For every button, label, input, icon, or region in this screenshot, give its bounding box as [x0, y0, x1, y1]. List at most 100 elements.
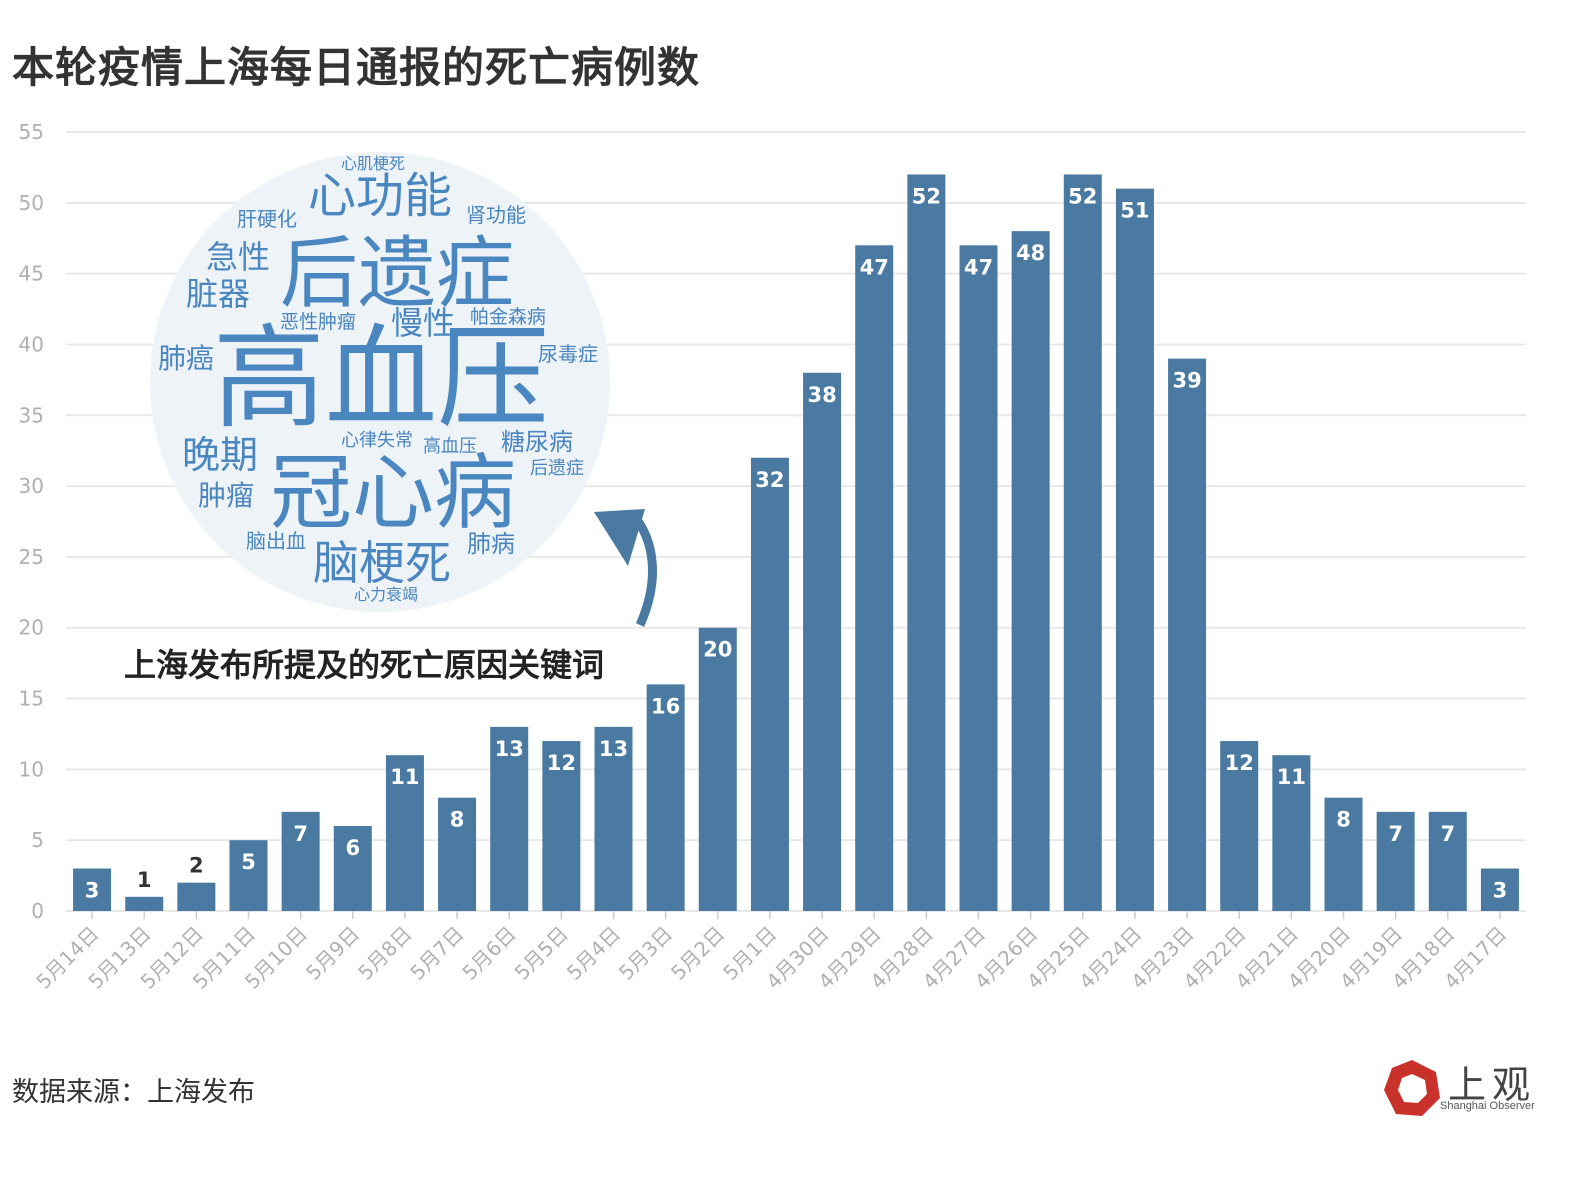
x-axis-ticks: 5月14日5月13日5月12日5月11日5月10日5月9日5月8日5月7日5月6…	[31, 911, 1511, 994]
word-cloud-word: 肺癌	[158, 342, 214, 375]
word-cloud-word: 高血压	[213, 314, 549, 444]
data-label: 39	[1172, 369, 1201, 393]
annotation-text: 上海发布所提及的死亡原因关键词	[124, 646, 604, 684]
x-tick-label: 5月6日	[457, 922, 520, 985]
x-tick-label: 5月3日	[614, 922, 677, 985]
data-label: 7	[1388, 822, 1403, 846]
bar	[1220, 741, 1259, 911]
data-label: 38	[807, 383, 836, 407]
data-label: 48	[1016, 241, 1045, 265]
word-cloud-word: 高血压	[423, 436, 477, 457]
y-tick-label: 55	[19, 120, 44, 144]
word-cloud-word: 后遗症	[280, 229, 514, 319]
bar	[750, 457, 789, 911]
data-label: 16	[651, 694, 680, 718]
y-tick-label: 5	[31, 828, 44, 852]
data-label: 2	[189, 854, 204, 878]
data-label: 13	[495, 737, 524, 761]
word-cloud-word: 肾功能	[466, 203, 526, 227]
data-label: 32	[755, 468, 784, 492]
y-tick-label: 30	[19, 474, 44, 498]
y-tick-label: 35	[19, 403, 44, 427]
bar	[1063, 174, 1102, 911]
y-tick-label: 40	[19, 332, 44, 356]
data-label: 47	[964, 255, 993, 279]
data-label: 1	[137, 868, 152, 892]
x-tick-label: 5月9日	[301, 922, 364, 985]
y-tick-label: 0	[31, 899, 44, 923]
word-cloud-background	[150, 152, 610, 612]
y-axis-ticks: 0 5 10 15 20 25 30 35 40 45 50 55	[19, 120, 44, 923]
data-label: 20	[703, 638, 732, 662]
bar	[1324, 797, 1363, 911]
bar	[229, 840, 268, 911]
bar	[385, 755, 424, 911]
word-cloud-word: 肿瘤	[198, 479, 254, 512]
bar	[646, 684, 685, 911]
word-cloud-word: 帕金森病	[470, 306, 546, 328]
bar	[1428, 811, 1467, 911]
bars	[73, 174, 1519, 912]
word-cloud-word: 心律失常	[341, 430, 413, 451]
bar	[855, 245, 894, 912]
shanghai-observer-logo: 上观 Shanghai Observer	[1384, 1060, 1558, 1124]
bar	[959, 245, 998, 912]
word-cloud-word: 晚期	[182, 433, 258, 477]
data-label: 52	[1068, 184, 1097, 208]
word-cloud-word: 恶性肿瘤	[280, 311, 356, 333]
y-tick-label: 20	[19, 616, 44, 640]
y-tick-label: 50	[19, 191, 44, 215]
word-cloud-word: 后遗症	[530, 458, 584, 479]
annotation-arrow	[594, 509, 657, 627]
bar	[333, 826, 372, 911]
word-cloud-word: 心肌梗死	[341, 154, 405, 173]
word-cloud-word: 慢性	[391, 304, 455, 342]
data-label: 8	[1336, 808, 1351, 832]
y-tick-label: 15	[19, 687, 44, 711]
data-label: 47	[860, 255, 889, 279]
data-label: 51	[1120, 199, 1149, 223]
data-labels: 3 12 5761181312131620323847524748525139121…	[85, 184, 1507, 902]
word-cloud-word: 糖尿病	[501, 428, 573, 456]
data-label: 3	[1493, 879, 1508, 903]
bar	[542, 741, 581, 911]
word-cloud-word: 脑梗死	[313, 536, 451, 590]
data-label: 7	[1440, 822, 1455, 846]
logo-subtext: Shanghai Observer	[1440, 1100, 1535, 1112]
bar	[125, 896, 164, 911]
y-tick-label: 25	[19, 545, 44, 569]
data-label: 13	[599, 737, 628, 761]
arrow-head	[594, 509, 645, 566]
data-label: 52	[912, 184, 941, 208]
word-cloud-word: 脏器	[186, 275, 250, 313]
data-label: 5	[241, 850, 256, 874]
data-label: 8	[450, 808, 465, 832]
bar	[177, 882, 216, 911]
word-cloud-word: 冠心病	[270, 446, 516, 541]
logo-text: 上观	[1448, 1063, 1537, 1107]
chart-title: 本轮疫情上海每日通报的死亡病例数	[12, 43, 701, 92]
bar	[803, 372, 842, 911]
bar	[490, 726, 529, 911]
data-label: 7	[293, 822, 308, 846]
data-label: 6	[345, 836, 360, 860]
bar	[907, 174, 946, 911]
x-tick-label: 5月2日	[666, 922, 729, 985]
word-cloud-word: 肝硬化	[237, 207, 297, 231]
bar	[73, 868, 112, 911]
x-tick-label: 5月7日	[405, 922, 468, 985]
word-cloud-word: 心功能	[308, 168, 452, 224]
bar	[1376, 811, 1415, 911]
bar	[1272, 755, 1311, 911]
bar	[594, 726, 633, 911]
x-tick-label: 5月5日	[510, 922, 573, 985]
logo-mark-icon	[1384, 1060, 1440, 1116]
data-source: 数据来源：上海发布	[12, 1077, 255, 1108]
word-cloud-word: 尿毒症	[538, 342, 598, 366]
data-label: 12	[547, 751, 576, 775]
word-cloud-word: 急性	[206, 238, 270, 276]
word-cloud-word: 心力衰竭	[354, 585, 418, 604]
data-label: 11	[1277, 765, 1306, 789]
